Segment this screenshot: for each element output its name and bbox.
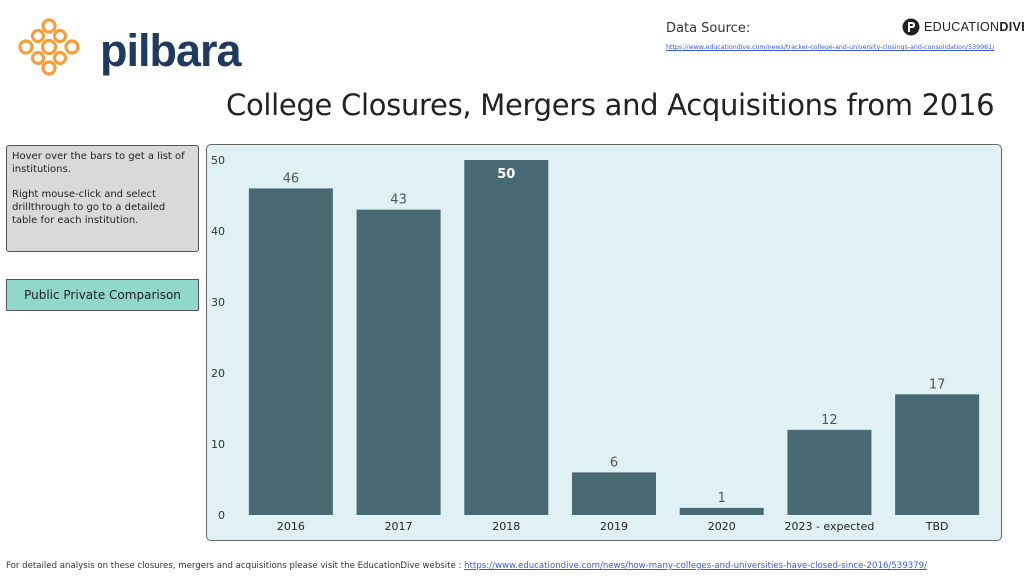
data-label: 12 bbox=[821, 413, 838, 428]
education-dive-wordmark: EDUCATIONDIVE bbox=[924, 20, 1024, 34]
instruction-hover: Hover over the bars to get a list of ins… bbox=[12, 151, 185, 175]
page-title: College Closures, Mergers and Acquisitio… bbox=[226, 88, 995, 122]
bar[interactable] bbox=[464, 160, 549, 515]
x-tick-label: 2020 bbox=[708, 520, 736, 533]
x-tick-label: 2017 bbox=[385, 520, 413, 533]
x-tick-label: TBD bbox=[925, 520, 949, 533]
y-tick-label: 30 bbox=[211, 296, 225, 309]
instruction-drillthrough: Right mouse-click and select drillthroug… bbox=[12, 189, 166, 226]
y-tick-label: 50 bbox=[211, 154, 225, 167]
bar-chart-panel: 0 10 20 30 40 50 46 2016 43 2017 50 2018 6 2019 1 2020 1… bbox=[206, 144, 1002, 541]
pilbara-logo[interactable]: pilbara bbox=[14, 14, 242, 80]
bar[interactable] bbox=[679, 507, 764, 515]
instructions-panel: Hover over the bars to get a list of ins… bbox=[6, 145, 199, 252]
education-dive-logo: EDUCATIONDIVE bbox=[902, 17, 1024, 37]
y-tick-label: 0 bbox=[218, 509, 225, 522]
brand-name: pilbara bbox=[100, 25, 242, 76]
pilbara-cross-logo-icon bbox=[18, 18, 80, 76]
footer-note: For detailed analysis on these closures,… bbox=[6, 561, 927, 571]
data-label: 50 bbox=[497, 167, 515, 182]
bar[interactable] bbox=[895, 394, 980, 515]
bar-chart: 0 10 20 30 40 50 46 2016 43 2017 50 2018 6 2019 1 2020 1… bbox=[211, 154, 980, 533]
data-label: 6 bbox=[610, 455, 618, 470]
x-tick-label: 2018 bbox=[492, 520, 520, 533]
bar[interactable] bbox=[787, 429, 872, 515]
public-private-comparison-button[interactable]: Public Private Comparison bbox=[6, 279, 199, 311]
bar[interactable] bbox=[356, 209, 441, 515]
data-source-link[interactable]: https://www.educationdive.com/news/track… bbox=[666, 44, 995, 51]
y-tick-label: 20 bbox=[211, 367, 225, 380]
bar[interactable] bbox=[248, 188, 333, 515]
footer-link[interactable]: https://www.educationdive.com/news/how-m… bbox=[464, 561, 928, 571]
x-tick-label: 2019 bbox=[600, 520, 628, 533]
y-tick-label: 10 bbox=[211, 438, 225, 451]
data-label: 1 bbox=[718, 491, 726, 506]
x-tick-label: 2023 - expected bbox=[784, 520, 874, 533]
y-tick-label: 40 bbox=[211, 225, 225, 238]
data-label: 17 bbox=[929, 377, 946, 392]
bar[interactable] bbox=[571, 472, 657, 515]
x-tick-label: 2016 bbox=[277, 520, 305, 533]
data-label: 46 bbox=[283, 171, 300, 186]
data-source-label: Data Source: bbox=[666, 21, 751, 36]
education-dive-mark-icon bbox=[902, 18, 920, 36]
footer-text: For detailed analysis on these closures,… bbox=[6, 561, 465, 571]
data-label: 43 bbox=[390, 193, 407, 208]
